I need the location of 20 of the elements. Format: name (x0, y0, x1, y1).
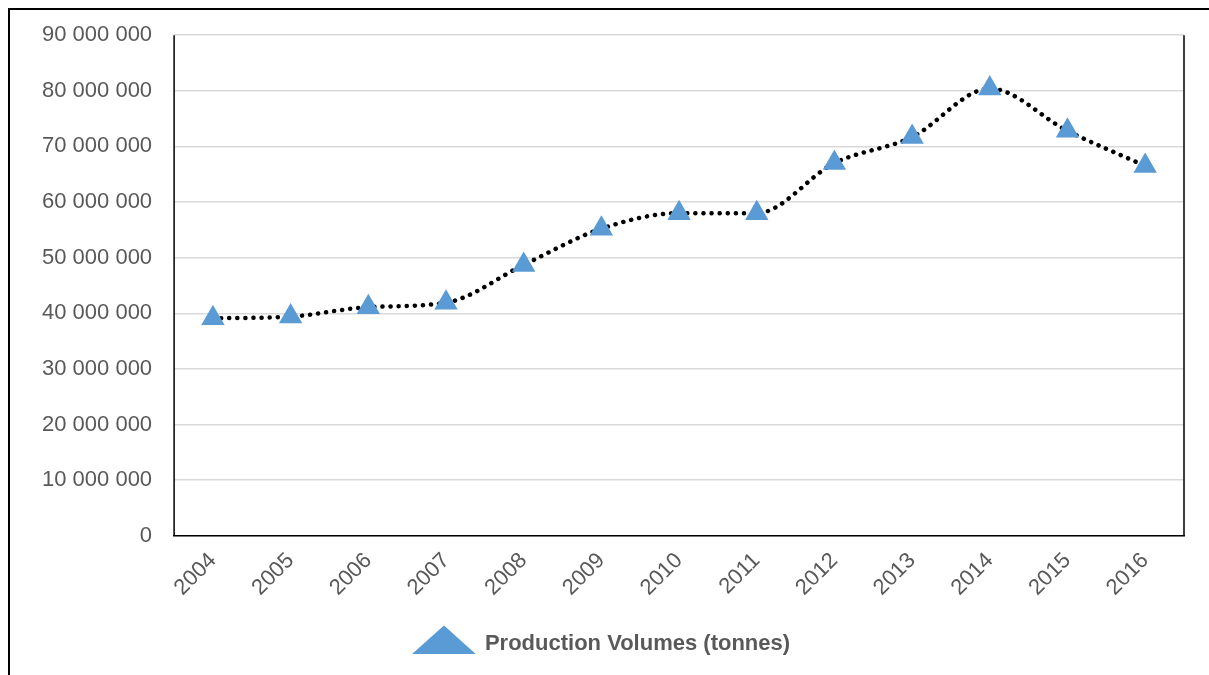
legend-label: Production Volumes (tonnes) (484, 630, 791, 656)
point (900, 123, 924, 144)
point (822, 149, 846, 170)
y-tick-label: 90 000 000 (42, 21, 153, 47)
point (512, 251, 536, 272)
y-tick-label: 40 000 000 (42, 299, 153, 325)
point (435, 291, 457, 310)
point (1055, 117, 1079, 138)
y-tick-label: 0 (139, 521, 153, 547)
y-tick-label: 10 000 000 (42, 466, 153, 492)
y-tick-label: 70 000 000 (42, 132, 153, 158)
y-tick-label: 60 000 000 (42, 188, 153, 214)
point (745, 199, 769, 220)
y-tick-label: 50 000 000 (42, 243, 153, 269)
y-tick-label: 30 000 000 (42, 354, 153, 380)
point (667, 199, 691, 220)
point (356, 293, 380, 314)
y-tick-label: 20 000 000 (42, 410, 153, 436)
point (1133, 152, 1157, 173)
y-tick-label: 80 000 000 (42, 76, 153, 102)
